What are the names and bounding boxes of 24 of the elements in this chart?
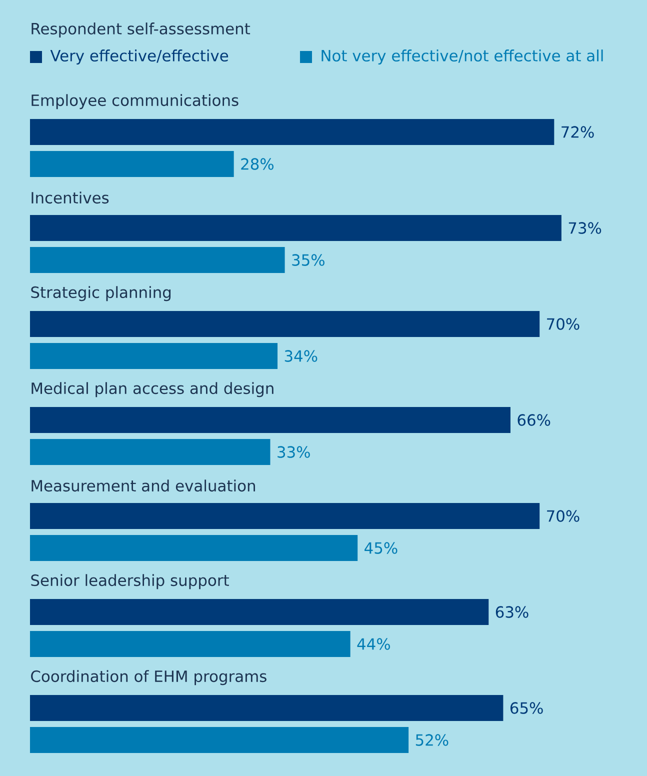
y-tick-label: Employee communications	[32, 94, 238, 110]
data-label: 28%	[241, 158, 274, 170]
data-label: 70%	[547, 318, 580, 330]
data-label: 65%	[510, 702, 543, 714]
data-label: 45%	[364, 542, 398, 554]
data-label: 35%	[292, 254, 324, 266]
legend-label: Very effective/effective	[50, 50, 228, 64]
data-label: 44%	[357, 638, 390, 650]
data-label: 66%	[518, 414, 550, 426]
data-label: 33%	[278, 446, 310, 458]
y-tick-label: Medical plan access and design	[32, 382, 274, 398]
y-tick-label: Senior leadership support	[31, 574, 229, 590]
data-label: 73%	[568, 222, 602, 234]
y-tick-label: Incentives	[32, 192, 109, 204]
y-tick-label: Strategic planning	[31, 286, 171, 302]
y-tick-label: Coordination of EHM programs	[31, 670, 266, 686]
y-tick-label: Measurement and evaluation	[32, 480, 255, 492]
data-label: 34%	[284, 350, 318, 362]
data-label: 72%	[562, 126, 594, 138]
data-label: 70%	[547, 510, 580, 522]
legend-title: Respondent self-assessment	[32, 22, 250, 38]
legend-label: Not very effective/not effective at all	[322, 50, 603, 64]
data-label: 63%	[496, 606, 528, 618]
data-label: 52%	[416, 734, 448, 746]
